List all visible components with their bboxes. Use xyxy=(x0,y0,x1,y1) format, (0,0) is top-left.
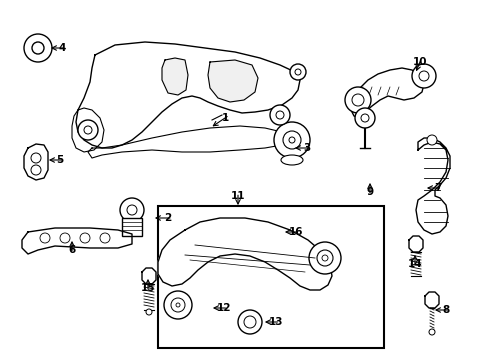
Circle shape xyxy=(80,233,90,243)
Circle shape xyxy=(238,310,262,334)
Circle shape xyxy=(345,87,370,113)
Text: 5: 5 xyxy=(56,155,63,165)
Circle shape xyxy=(84,126,92,134)
Text: 7: 7 xyxy=(433,183,441,193)
Text: 16: 16 xyxy=(288,227,303,237)
Circle shape xyxy=(78,120,98,140)
Bar xyxy=(158,206,383,348)
Text: 1: 1 xyxy=(221,113,228,123)
Circle shape xyxy=(321,255,327,261)
Text: 14: 14 xyxy=(407,259,422,269)
Polygon shape xyxy=(408,236,422,252)
Text: 10: 10 xyxy=(412,57,427,67)
Text: 4: 4 xyxy=(58,43,65,53)
Circle shape xyxy=(354,108,374,128)
Text: 12: 12 xyxy=(216,303,231,313)
Circle shape xyxy=(351,94,363,106)
Circle shape xyxy=(294,69,301,75)
Circle shape xyxy=(316,250,332,266)
Circle shape xyxy=(275,111,284,119)
Polygon shape xyxy=(207,60,258,102)
Circle shape xyxy=(120,198,143,222)
Bar xyxy=(122,218,142,236)
Text: 13: 13 xyxy=(268,317,283,327)
Polygon shape xyxy=(424,292,438,308)
Circle shape xyxy=(163,291,192,319)
Circle shape xyxy=(288,137,294,143)
Circle shape xyxy=(31,153,41,163)
Circle shape xyxy=(426,135,436,145)
Circle shape xyxy=(24,34,52,62)
Circle shape xyxy=(176,303,180,307)
Text: 2: 2 xyxy=(164,213,171,223)
Circle shape xyxy=(100,233,110,243)
Circle shape xyxy=(308,242,340,274)
Circle shape xyxy=(60,233,70,243)
Circle shape xyxy=(40,233,50,243)
Circle shape xyxy=(31,165,41,175)
Polygon shape xyxy=(158,218,331,290)
Polygon shape xyxy=(349,68,423,118)
Polygon shape xyxy=(76,42,299,148)
Text: 3: 3 xyxy=(303,143,310,153)
Circle shape xyxy=(411,64,435,88)
Polygon shape xyxy=(415,138,449,234)
Polygon shape xyxy=(72,108,104,152)
Circle shape xyxy=(289,64,305,80)
Polygon shape xyxy=(88,126,282,158)
Circle shape xyxy=(273,122,309,158)
Text: 9: 9 xyxy=(366,187,373,197)
Circle shape xyxy=(283,131,301,149)
Polygon shape xyxy=(24,144,48,180)
Text: 15: 15 xyxy=(141,283,155,293)
Circle shape xyxy=(428,329,434,335)
Text: 8: 8 xyxy=(442,305,448,315)
Circle shape xyxy=(418,71,428,81)
Polygon shape xyxy=(22,228,132,254)
Circle shape xyxy=(171,298,184,312)
Circle shape xyxy=(269,105,289,125)
Circle shape xyxy=(146,309,152,315)
Text: 11: 11 xyxy=(230,191,245,201)
Polygon shape xyxy=(142,268,156,284)
Circle shape xyxy=(127,205,137,215)
Circle shape xyxy=(244,316,256,328)
Ellipse shape xyxy=(281,155,303,165)
Text: 6: 6 xyxy=(68,245,76,255)
Circle shape xyxy=(32,42,44,54)
Polygon shape xyxy=(162,58,187,95)
Circle shape xyxy=(360,114,368,122)
